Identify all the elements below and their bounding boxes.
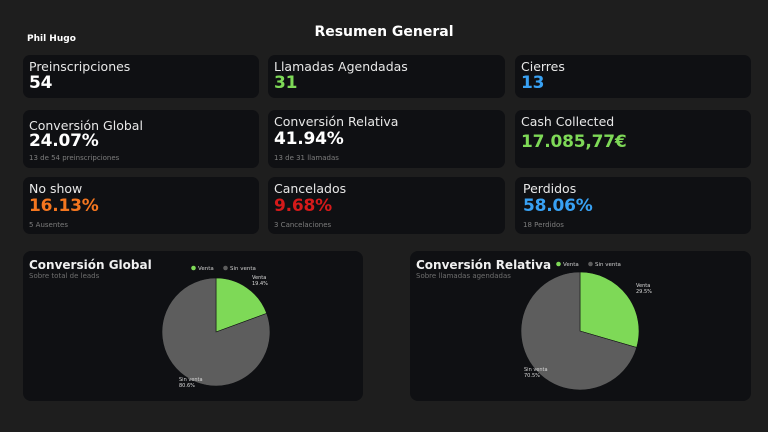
kpi-card-cash-collected: Cash Collected 17.085,77€ [515, 110, 751, 168]
chart-subtitle: Sobre llamadas agendadas [416, 272, 511, 280]
kpi-card-conversion-relativa: Conversión Relativa 41.94% 13 de 31 llam… [268, 110, 505, 168]
kpi-subtext: 5 Ausentes [29, 221, 68, 229]
kpi-card-no-show: No show 16.13% 5 Ausentes [23, 177, 259, 234]
kpi-value: 24.07% [29, 131, 99, 151]
legend-swatch [223, 265, 228, 271]
kpi-value: 9.68% [274, 196, 332, 216]
legend-swatch [588, 261, 593, 267]
slice-label: Venta [252, 275, 266, 281]
slice-percent: 80.6% [179, 383, 195, 389]
kpi-value: 54 [29, 73, 53, 93]
kpi-value: 17.085,77€ [521, 132, 627, 152]
legend-label: Sin venta [230, 266, 256, 272]
kpi-label: Preinscripciones [29, 59, 131, 74]
kpi-subtext: 13 de 31 llamadas [274, 154, 339, 162]
kpi-subtext: 13 de 54 preinscripciones [29, 154, 120, 162]
kpi-value: 13 [521, 73, 545, 93]
slice-percent: 19.4% [252, 281, 268, 287]
kpi-card-perdidos: Perdidos 58.06% 18 Perdidos [515, 177, 751, 234]
kpi-label: Cancelados [274, 181, 347, 196]
kpi-label: Cierres [521, 59, 565, 74]
legend-label: Venta [563, 262, 579, 268]
chart-subtitle: Sobre total de leads [29, 272, 100, 280]
kpi-value: 58.06% [523, 196, 593, 216]
kpi-card-cierres: Cierres 13 [515, 55, 751, 98]
chart-title: Conversión Global [29, 258, 152, 272]
chart-title: Conversión Relativa [416, 258, 552, 272]
slice-label: Sin venta [524, 367, 548, 373]
legend-label: Sin venta [595, 262, 621, 268]
legend-swatch [556, 261, 561, 267]
pie-slice-sin-venta[interactable] [161, 277, 271, 387]
kpi-label: No show [29, 181, 83, 196]
chart-card-conversion-global: Conversión Global Sobre total de leads V… [23, 251, 363, 401]
kpi-card-llamadas: Llamadas Agendadas 31 [268, 55, 505, 98]
kpi-value: 41.94% [274, 129, 344, 149]
legend-swatch [191, 265, 196, 271]
kpi-subtext: 3 Cancelaciones [274, 221, 332, 229]
kpi-label: Cash Collected [521, 114, 615, 129]
kpi-label: Conversión Global [29, 118, 143, 133]
kpi-card-preinscripciones: Preinscripciones 54 [23, 55, 259, 98]
kpi-label: Llamadas Agendadas [274, 59, 408, 74]
kpi-value: 31 [274, 73, 298, 93]
kpi-label: Conversión Relativa [274, 114, 399, 129]
kpi-card-conversion-global: Conversión Global 24.07% 13 de 54 preins… [23, 110, 259, 168]
pie-slice-venta[interactable] [215, 277, 268, 333]
kpi-label: Perdidos [523, 181, 577, 196]
user-name: Phil Hugo [27, 34, 76, 44]
slice-label: Venta [636, 283, 650, 289]
legend-label: Venta [198, 266, 214, 272]
pie-slice-sin-venta[interactable] [520, 271, 638, 391]
kpi-subtext: 18 Perdidos [523, 221, 564, 229]
chart-card-conversion-relativa: Conversión Relativa Sobre llamadas agend… [410, 251, 751, 401]
kpi-card-cancelados: Cancelados 9.68% 3 Cancelaciones [268, 177, 505, 234]
page-title: Resumen General [314, 24, 454, 40]
slice-percent: 29.5% [636, 289, 652, 295]
pie-slice-venta[interactable] [579, 271, 640, 348]
slice-percent: 70.5% [524, 373, 540, 379]
slice-label: Sin venta [179, 377, 203, 383]
kpi-value: 16.13% [29, 196, 99, 216]
